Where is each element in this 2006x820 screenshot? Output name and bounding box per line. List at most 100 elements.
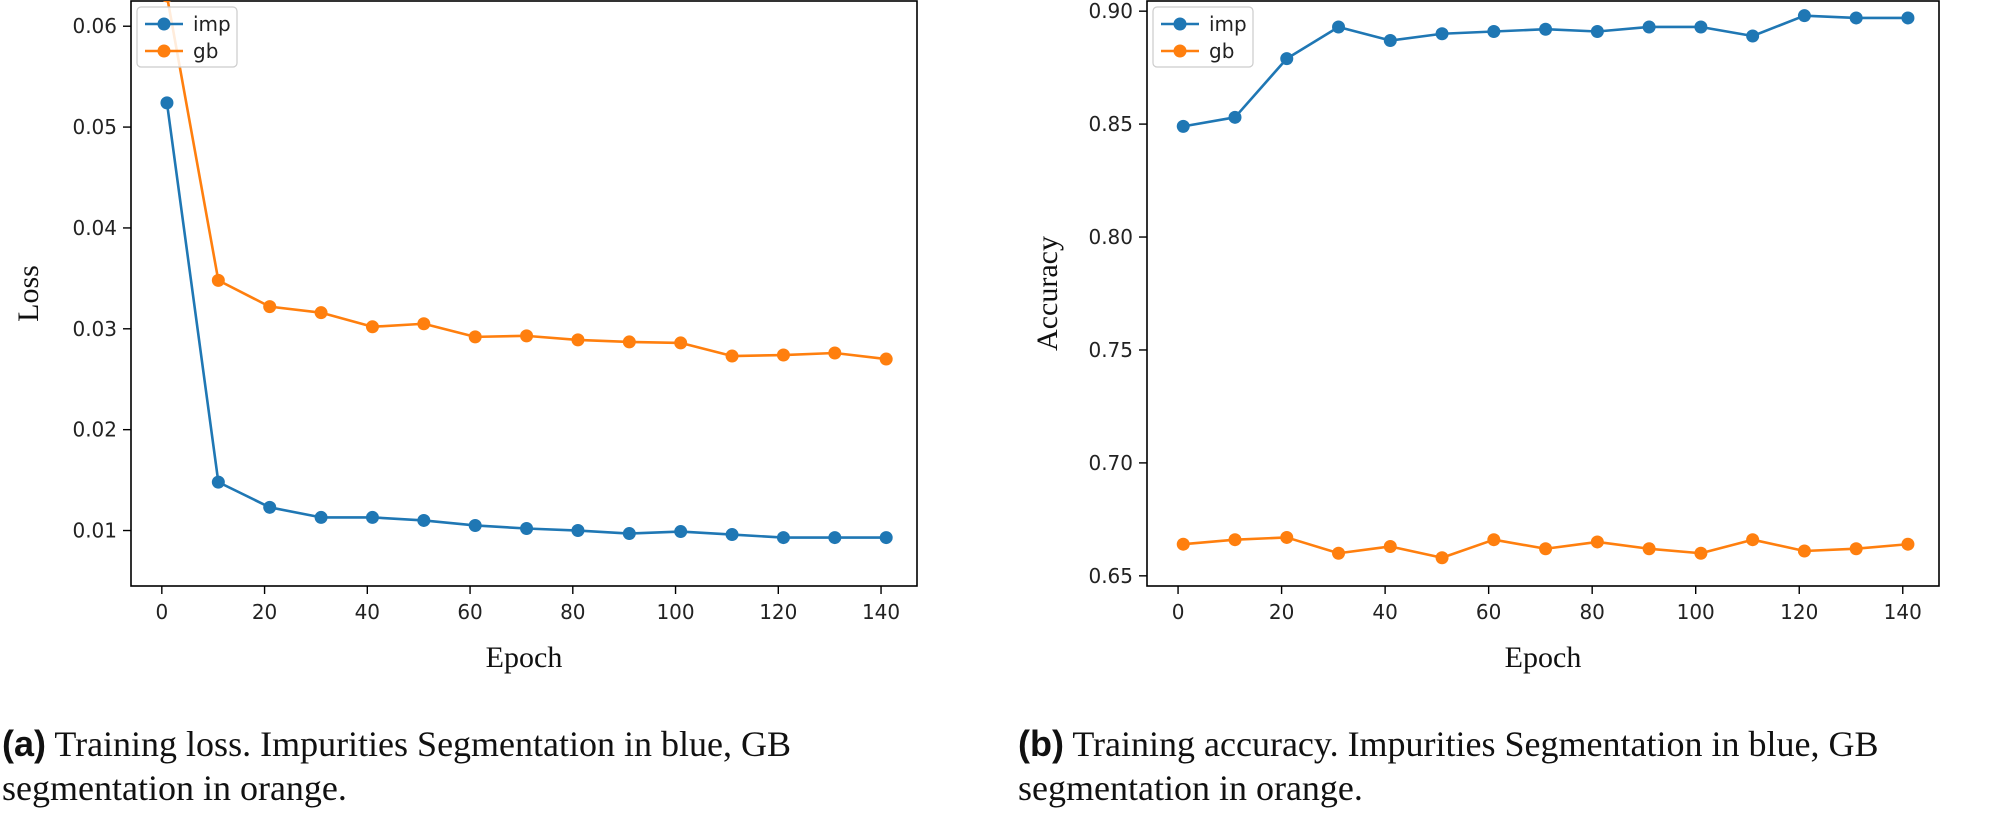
chart-b-ytick-label: 0.70 — [1088, 451, 1133, 475]
chart-a-point-gb — [162, 1, 172, 3]
chart-a-xtick-label: 140 — [862, 600, 900, 624]
chart-a-series-imp — [160, 96, 893, 545]
chart-b-xtick-label: 140 — [1884, 600, 1922, 624]
chart-a-ytick-label: 0.06 — [72, 14, 117, 38]
chart-b-point-gb — [1487, 533, 1501, 547]
chart-b-point-imp — [1280, 52, 1294, 66]
chart-a-xtick-label: 20 — [252, 600, 277, 624]
chart-a: 0 20 40 60 80 100 120 140 0.01 0.02 0.03 0.04 0.05 0.… — [12, 0, 918, 674]
chart-a-point-gb — [211, 273, 225, 287]
chart-b-point-gb — [1228, 533, 1242, 547]
chart-b-point-gb — [1746, 533, 1760, 547]
chart-a-point-gb — [674, 336, 688, 350]
chart-a-xtick-label: 40 — [355, 600, 380, 624]
chart-b-point-imp — [1332, 20, 1346, 34]
chart-a-point-imp — [468, 518, 482, 532]
chart-b-ytick-label: 0.80 — [1088, 225, 1133, 249]
chart-a-plot-frame — [130, 0, 918, 587]
chart-a-point-gb — [571, 333, 585, 347]
chart-a-legend-label-gb: gb — [193, 39, 218, 63]
caption-b-letter: (b) — [1018, 723, 1064, 764]
chart-a-point-imp — [571, 524, 585, 538]
chart-a-point-gb — [828, 346, 842, 360]
chart-b-ytick-label: 0.90 — [1088, 0, 1133, 23]
chart-b-legend-label-imp: imp — [1209, 12, 1247, 36]
chart-b-xtick-label: 80 — [1579, 600, 1604, 624]
chart-b-point-imp — [1590, 24, 1604, 38]
chart-a-point-imp — [160, 96, 174, 110]
chart-b-legend: imp gb — [1152, 6, 1254, 68]
chart-a-xtick-label: 80 — [560, 600, 585, 624]
chart-b-point-imp — [1228, 110, 1242, 124]
chart-a-point-gb — [365, 320, 379, 334]
chart-b-point-gb — [1435, 551, 1449, 565]
chart-a-point-imp — [674, 525, 688, 539]
chart-b-point-gb — [1642, 542, 1656, 556]
chart-b-legend-marker-gb — [1173, 44, 1187, 58]
chart-b-point-imp — [1383, 34, 1397, 48]
chart-a-legend: imp gb — [136, 6, 238, 68]
caption-b-text: Training accuracy. Impurities Segmentati… — [1072, 724, 1879, 764]
chart-b-xtick-label: 0 — [1172, 600, 1185, 624]
chart-a-point-imp — [520, 522, 534, 536]
chart-a-xtick-label: 0 — [155, 600, 168, 624]
chart-b-legend-marker-imp — [1173, 17, 1187, 31]
caption-b: (b) Training accuracy. Impurities Segmen… — [1018, 722, 2003, 810]
chart-b-xtick-label: 60 — [1476, 600, 1501, 624]
chart-a-x-axis-label: Epoch — [486, 641, 563, 674]
chart-a-point-gb — [417, 317, 431, 331]
chart-a-point-gb — [263, 300, 277, 314]
chart-b-point-imp — [1694, 20, 1708, 34]
chart-b-point-imp — [1642, 20, 1656, 34]
chart-a-legend-marker-imp — [157, 17, 171, 31]
chart-b-point-gb — [1176, 537, 1190, 551]
chart-a-point-gb — [725, 349, 739, 363]
chart-b-point-imp — [1435, 27, 1449, 41]
chart-b-xtick-label: 120 — [1780, 600, 1818, 624]
chart-a-point-gb — [776, 348, 790, 362]
chart-a-point-imp — [879, 531, 893, 545]
chart-a-point-imp — [828, 531, 842, 545]
chart-a-line-imp — [165, 102, 887, 539]
chart-a-point-imp — [725, 528, 739, 542]
chart-a-point-imp — [417, 513, 431, 527]
chart-b-y-axis-label: Accuracy — [1031, 236, 1064, 351]
chart-a-point-gb — [520, 329, 534, 343]
chart-a-point-gb — [879, 352, 893, 366]
chart-a-point-gb — [622, 335, 636, 349]
chart-b-point-imp — [1746, 29, 1760, 43]
caption-b-text-line2: segmentation in orange. — [1018, 768, 1363, 808]
chart-b-point-gb — [1590, 535, 1604, 549]
chart-a-xtick-label: 60 — [457, 600, 482, 624]
chart-a-legend-marker-gb — [157, 44, 171, 58]
chart-a-point-imp — [263, 500, 277, 514]
chart-b-series-gb — [1176, 530, 1915, 565]
chart-b-point-imp — [1901, 11, 1915, 25]
chart-b-point-gb — [1797, 544, 1811, 558]
chart-b-point-gb — [1539, 542, 1553, 556]
chart-b-xtick-label: 100 — [1677, 600, 1715, 624]
chart-b-series-imp — [1176, 9, 1915, 133]
chart-b-point-gb — [1280, 530, 1294, 544]
chart-b-point-imp — [1849, 11, 1863, 25]
chart-b-xtick-label: 20 — [1269, 600, 1294, 624]
chart-b-point-gb — [1383, 539, 1397, 553]
caption-a-letter: (a) — [2, 723, 46, 764]
caption-a-text-line2: segmentation in orange. — [2, 768, 347, 808]
chart-b-x-axis-label: Epoch — [1505, 641, 1582, 674]
chart-a-series-gb — [162, 1, 893, 366]
chart-b-point-gb — [1332, 546, 1346, 560]
chart-b-point-gb — [1849, 542, 1863, 556]
chart-b-ytick-label: 0.85 — [1088, 112, 1133, 136]
chart-a-ytick-label: 0.02 — [72, 418, 117, 442]
chart-a-point-imp — [622, 527, 636, 541]
chart-b-ytick-label: 0.75 — [1088, 338, 1133, 362]
chart-b-point-gb — [1901, 537, 1915, 551]
chart-b-xtick-label: 40 — [1372, 600, 1397, 624]
chart-a-point-imp — [211, 475, 225, 489]
chart-b-point-gb — [1694, 546, 1708, 560]
chart-a-point-imp — [314, 510, 328, 524]
chart-a-ytick-label: 0.04 — [72, 216, 117, 240]
chart-a-ytick-label: 0.05 — [72, 115, 117, 139]
chart-b-plot-frame — [1146, 0, 1940, 587]
